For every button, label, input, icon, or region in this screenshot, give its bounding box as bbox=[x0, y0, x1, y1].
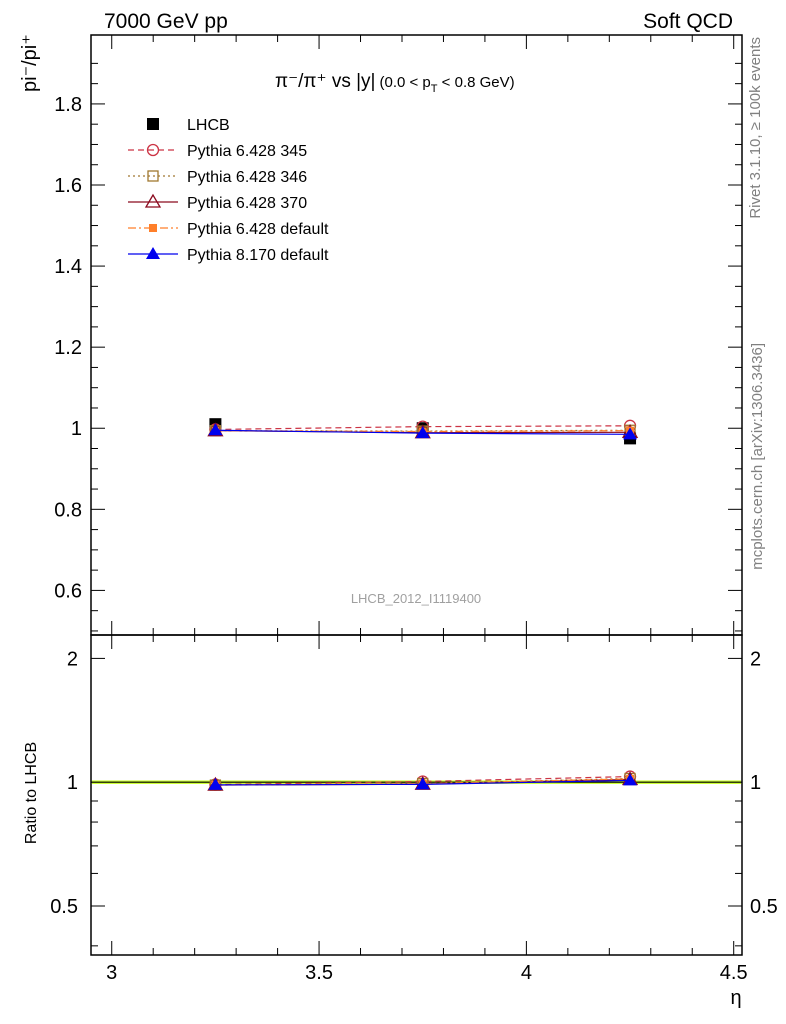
legend-marker-pythia-8-170-default bbox=[146, 247, 160, 259]
series-line-pythia-6-428-346 bbox=[215, 429, 631, 432]
legend-marker-pythia-6-428-346 bbox=[147, 170, 159, 182]
plot-title: π⁻/π⁺ vs |y| (0.0 < pT < 0.8 GeV) bbox=[275, 71, 515, 95]
ratio-panel: 3 3.5 4 4.5 0.5 0.5 1 1 2 2 bbox=[50, 634, 778, 984]
ratio-frame bbox=[90, 634, 743, 956]
legend-label-pythia-6-428-346: Pythia 6.428 346 bbox=[187, 169, 307, 186]
rivet-label: Rivet 3.1.10, ≥ 100k events bbox=[747, 37, 764, 219]
legend-marker-pythia-6-428-345 bbox=[146, 143, 160, 157]
ratio-point-pythia-8-170-default bbox=[208, 777, 223, 790]
y-tick-label: 1.4 bbox=[54, 256, 82, 278]
ratio-line-pythia-6-428-346 bbox=[215, 777, 631, 786]
point-pythia-8-170-default bbox=[623, 427, 638, 440]
legend-marker-lhcb bbox=[147, 118, 159, 130]
x-tick-label: 4 bbox=[521, 962, 532, 984]
point-pythia-8-170-default bbox=[208, 423, 223, 436]
y-tick-label: 1 bbox=[71, 418, 82, 440]
ratio-line-pythia-6-428-345 bbox=[215, 775, 631, 786]
legend-label-pythia-8-170-default: Pythia 8.170 default bbox=[187, 247, 329, 264]
legend: LHCB Pythia 6.428 345 Pythia 6.428 346 Pyth… bbox=[128, 117, 329, 264]
y-tick-label: 0.6 bbox=[54, 580, 82, 602]
legend-marker-pythia-6-428-370 bbox=[144, 193, 162, 208]
ratio-y-tick-label-right: 1 bbox=[750, 772, 761, 794]
y-tick-label: 0.8 bbox=[54, 499, 82, 521]
ratio-point-pythia-8-170-default bbox=[623, 773, 638, 786]
x-tick-label: 4.5 bbox=[720, 962, 748, 984]
x-tick-label: 3 bbox=[106, 962, 117, 984]
ratio-y-tick-label: 2 bbox=[67, 648, 78, 670]
y-tick-label: 1.8 bbox=[54, 94, 82, 116]
mcplots-label: mcplots.cern.ch [arXiv:1306.3436] bbox=[749, 343, 766, 570]
y-axis-label: pi⁻/pi⁺ bbox=[19, 34, 41, 92]
header-right: Soft QCD bbox=[643, 10, 733, 33]
x-tick-label: 3.5 bbox=[305, 962, 333, 984]
ratio-axis-label: Ratio to LHCB bbox=[23, 742, 40, 844]
analysis-watermark: LHCB_2012_I1119400 bbox=[351, 591, 481, 606]
legend-label-pythia-6-428-345: Pythia 6.428 345 bbox=[187, 143, 307, 160]
ratio-y-tick-label: 1 bbox=[67, 772, 78, 794]
y-tick-label: 1.2 bbox=[54, 337, 82, 359]
ratio-y-tick-label-right: 0.5 bbox=[750, 896, 778, 918]
legend-label-pythia-6-428-370: Pythia 6.428 370 bbox=[187, 195, 307, 212]
ratio-y-tick-label: 0.5 bbox=[50, 896, 78, 918]
header-left: 7000 GeV pp bbox=[104, 10, 228, 33]
ratio-point-pythia-8-170-default bbox=[415, 777, 430, 790]
legend-label-pythia-6-428-default: Pythia 6.428 default bbox=[187, 221, 329, 238]
ratio-y-tick-label-right: 2 bbox=[750, 648, 761, 670]
x-axis-label: η bbox=[730, 987, 741, 1009]
legend-marker-pythia-6-428-default bbox=[149, 224, 157, 232]
legend-label-lhcb: LHCB bbox=[187, 117, 230, 134]
point-pythia-8-170-default bbox=[415, 426, 430, 439]
series-line-pythia-6-428-345 bbox=[215, 425, 631, 431]
y-tick-label: 1.6 bbox=[54, 175, 82, 197]
